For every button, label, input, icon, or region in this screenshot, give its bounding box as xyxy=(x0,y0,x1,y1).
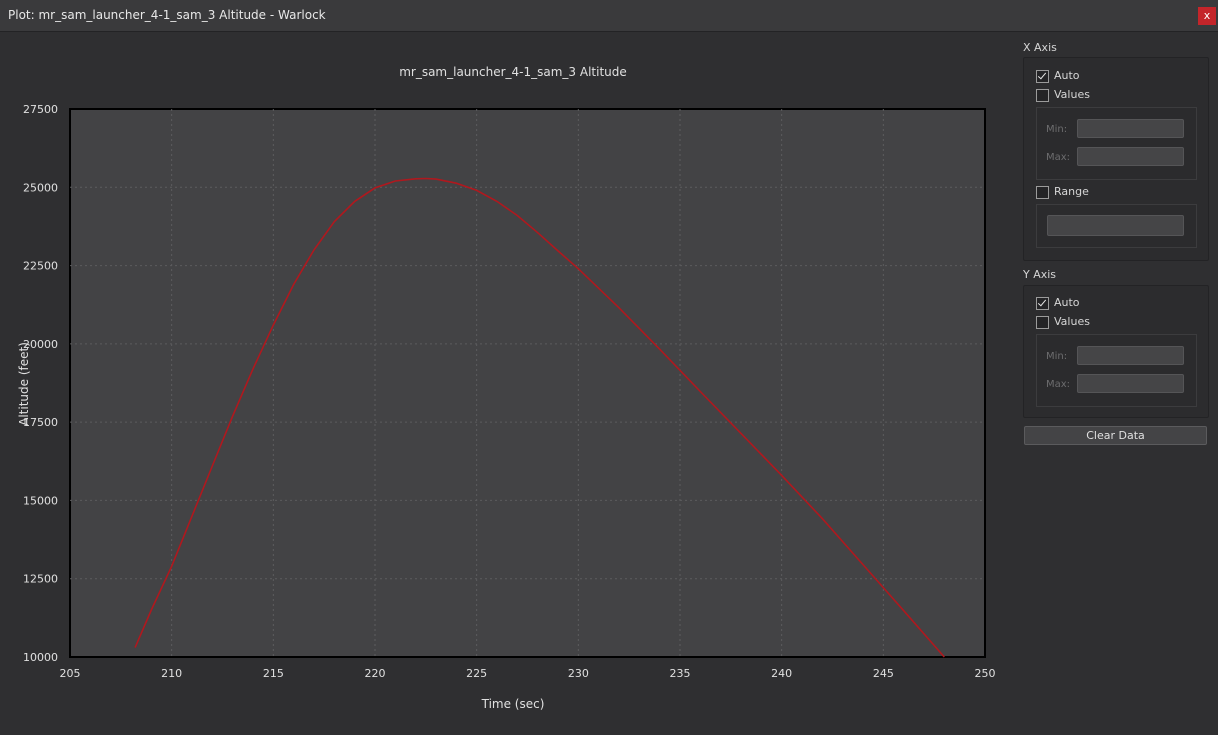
axis-settings-panel: X Axis Auto Values Min: Max: Range Y Axi… xyxy=(1016,32,1216,735)
chart-title: mr_sam_launcher_4-1_sam_3 Altitude xyxy=(399,65,627,79)
y-values-label: Values xyxy=(1054,315,1090,328)
x-axis-group: Auto Values Min: Max: Range xyxy=(1023,57,1209,261)
y-tick-labels: 10000 12500 15000 17500 20000 22500 25000 27500 xyxy=(23,103,58,664)
x-tick-label: 225 xyxy=(466,667,487,680)
x-tick-label: 205 xyxy=(60,667,81,680)
x-tick-label: 220 xyxy=(365,667,386,680)
x-tick-label: 210 xyxy=(161,667,182,680)
y-min-field[interactable] xyxy=(1077,346,1184,365)
x-tick-label: 235 xyxy=(670,667,691,680)
y-tick-label: 17500 xyxy=(23,416,58,429)
x-tick-label: 250 xyxy=(975,667,996,680)
altitude-line xyxy=(134,177,945,658)
y-axis-label: Altitude (feet) xyxy=(17,342,31,426)
x-min-field[interactable] xyxy=(1077,119,1184,138)
x-values-box: Min: Max: xyxy=(1036,107,1197,180)
x-values-checkbox[interactable] xyxy=(1036,89,1049,102)
x-max-label: Max: xyxy=(1046,152,1071,163)
y-tick-label: 25000 xyxy=(23,181,58,194)
y-tick-label: 12500 xyxy=(23,573,58,586)
y-min-label: Min: xyxy=(1046,351,1068,362)
x-tick-label: 230 xyxy=(568,667,589,680)
x-max-field[interactable] xyxy=(1077,147,1184,166)
x-tick-labels: 205 210 215 220 225 230 235 240 245 250 xyxy=(60,667,996,680)
y-axis-group: Auto Values Min: Max: xyxy=(1023,285,1209,418)
x-range-checkbox[interactable] xyxy=(1036,186,1049,199)
plot-area: mr_sam_launcher_4-1_sam_3 Altitude 205 21… xyxy=(0,32,1010,735)
y-auto-checkbox[interactable] xyxy=(1036,297,1049,310)
y-tick-label: 22500 xyxy=(23,260,58,273)
x-axis-group-label: X Axis xyxy=(1023,41,1057,54)
altitude-chart: mr_sam_launcher_4-1_sam_3 Altitude 205 21… xyxy=(17,65,996,711)
x-tick-label: 240 xyxy=(771,667,792,680)
x-auto-checkbox[interactable] xyxy=(1036,70,1049,83)
grid-lines xyxy=(70,109,985,657)
clear-data-button[interactable]: Clear Data xyxy=(1024,426,1207,445)
y-max-label: Max: xyxy=(1046,379,1071,390)
x-range-box xyxy=(1036,204,1197,248)
y-values-checkbox[interactable] xyxy=(1036,316,1049,329)
x-values-label: Values xyxy=(1054,88,1090,101)
y-tick-label: 27500 xyxy=(23,103,58,116)
y-tick-label: 15000 xyxy=(23,494,58,507)
y-tick-label: 20000 xyxy=(23,338,58,351)
y-axis-group-label: Y Axis xyxy=(1023,268,1057,281)
x-axis-label: Time (sec) xyxy=(481,697,545,711)
close-button[interactable]: x xyxy=(1198,7,1216,25)
y-tick-label: 10000 xyxy=(23,651,58,664)
y-values-box: Min: Max: xyxy=(1036,334,1197,407)
x-range-field[interactable] xyxy=(1047,215,1184,236)
y-auto-label: Auto xyxy=(1054,296,1080,309)
x-auto-label: Auto xyxy=(1054,69,1080,82)
x-range-label: Range xyxy=(1054,185,1089,198)
y-max-field[interactable] xyxy=(1077,374,1184,393)
window-title: Plot: mr_sam_launcher_4-1_sam_3 Altitude… xyxy=(8,8,326,22)
title-bar: Plot: mr_sam_launcher_4-1_sam_3 Altitude… xyxy=(0,0,1218,32)
x-tick-label: 245 xyxy=(873,667,894,680)
x-min-label: Min: xyxy=(1046,124,1068,135)
x-tick-label: 215 xyxy=(263,667,284,680)
plot-background xyxy=(69,108,986,658)
